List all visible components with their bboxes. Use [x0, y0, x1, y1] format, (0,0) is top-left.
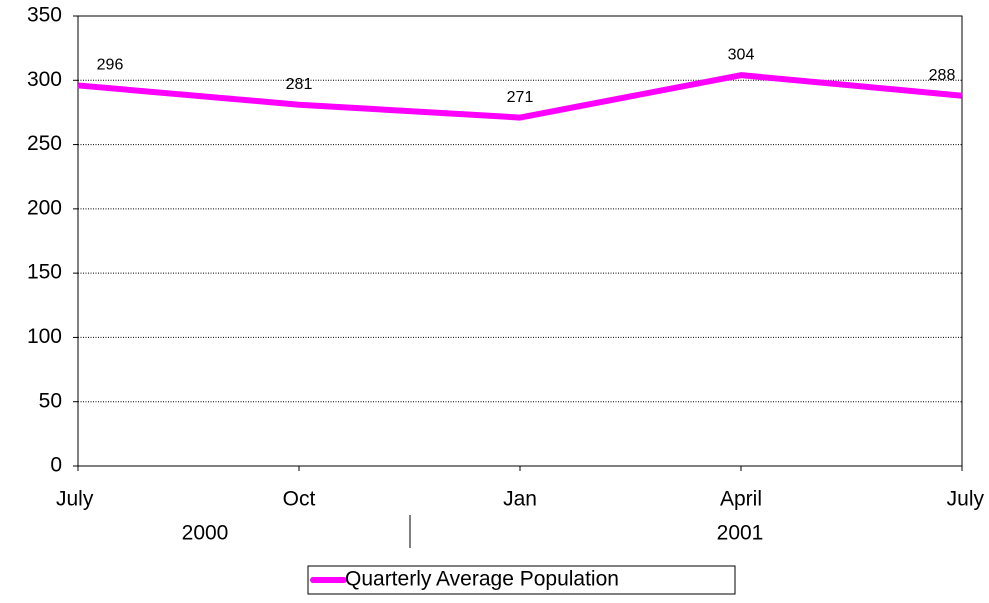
- x-group-label: 2000: [182, 522, 229, 545]
- legend-box: [307, 565, 736, 595]
- data-label: 296: [97, 57, 124, 74]
- x-group-label: 2001: [717, 522, 764, 545]
- y-tick-label: 200: [27, 196, 62, 219]
- y-tick-label: 100: [27, 325, 62, 348]
- data-label: 271: [507, 89, 534, 106]
- x-tick-label: July: [947, 488, 985, 511]
- x-tick-label: Jan: [503, 488, 537, 511]
- line-series: [77, 72, 963, 121]
- x-tick-label: Oct: [283, 488, 316, 511]
- plot-area: [78, 16, 962, 466]
- y-tick-label: 300: [27, 68, 62, 91]
- y-tick-label: 350: [27, 4, 62, 27]
- y-tick-label: 0: [50, 454, 62, 477]
- y-tick-label: 250: [27, 132, 62, 155]
- data-label: 281: [286, 76, 313, 93]
- y-tick-label: 150: [27, 261, 62, 284]
- data-label: 304: [728, 46, 755, 63]
- data-label: 288: [929, 67, 956, 84]
- legend-label: Quarterly Average Population: [345, 568, 619, 591]
- x-tick-label: July: [56, 488, 94, 511]
- x-tick-label: April: [720, 488, 762, 511]
- y-tick-label: 50: [39, 389, 62, 412]
